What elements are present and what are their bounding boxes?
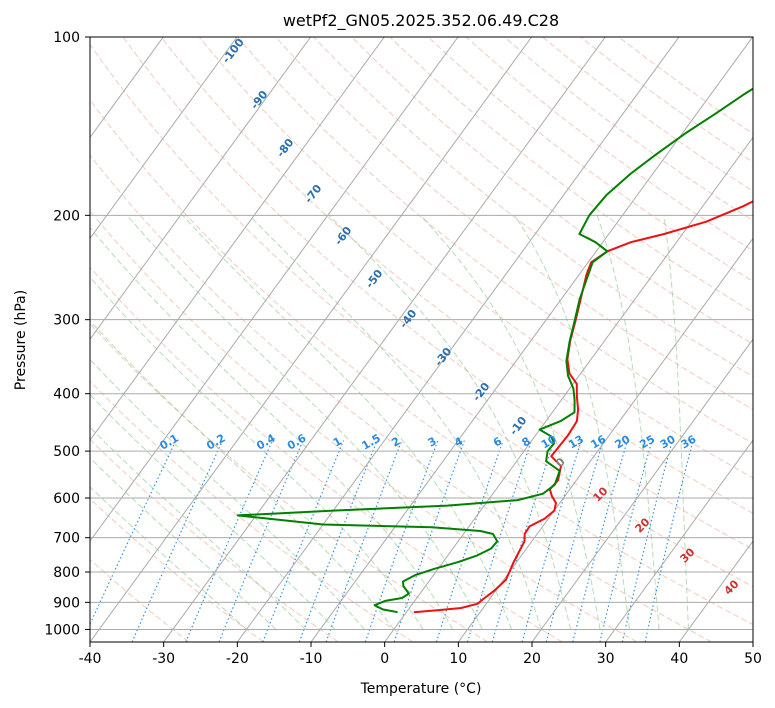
dry-adiabat-line <box>90 322 488 642</box>
profile-series <box>236 87 753 614</box>
mixing-ratio-line <box>185 440 273 642</box>
moist-adiabat-line <box>90 486 247 630</box>
isotherm-line <box>90 37 312 341</box>
y-tick-label: 600 <box>53 491 80 507</box>
x-tick-label: 50 <box>744 651 762 667</box>
y-tick-label: 100 <box>53 30 80 46</box>
x-tick-label: 40 <box>670 651 688 667</box>
mixing-ratio-line <box>466 440 532 642</box>
moist-adiabat-line <box>90 457 277 630</box>
isotherm-line <box>605 439 753 642</box>
plot-frame <box>89 36 754 643</box>
x-tick-label: 10 <box>449 651 467 667</box>
x-tick-label: -40 <box>79 651 102 667</box>
mixing-ratio-line <box>572 440 628 642</box>
moist-adiabat-line <box>420 214 601 630</box>
mixing-ratio-line <box>364 440 439 642</box>
dry-adiabat-line <box>90 558 190 642</box>
y-tick-label: 500 <box>53 444 80 460</box>
dry-adiabat-line <box>389 37 753 313</box>
y-axis-label: Pressure (hPa) <box>13 290 29 390</box>
mixing-ratio-line <box>521 440 582 642</box>
y-tick-label: 800 <box>53 565 80 581</box>
isotherm-line <box>90 37 533 642</box>
isotherm-line <box>236 37 680 642</box>
isotherm-line <box>163 37 606 642</box>
mixing-ratio-line <box>491 440 555 642</box>
mixing-ratio-line <box>621 440 673 642</box>
y-tick-label: 700 <box>53 531 80 547</box>
dry-adiabat-line <box>313 37 753 378</box>
dry-adiabat-line <box>90 266 563 642</box>
isotherm-line <box>90 37 238 240</box>
chart-title: wetPf2_GN05.2025.352.06.49.C28 <box>283 11 559 31</box>
x-tick-label: 20 <box>523 651 541 667</box>
isotherm-line <box>90 37 459 542</box>
moist-adiabat-line <box>248 214 542 630</box>
mixing-ratio-line <box>325 440 403 642</box>
y-tick-label: 900 <box>53 595 80 611</box>
mixing-ratio-line <box>218 440 304 642</box>
mixing-ratio-line <box>545 440 604 642</box>
dry-adiabat-line <box>122 37 753 551</box>
mixing-ratio-line <box>131 440 224 642</box>
dry-adiabat-line <box>90 98 753 626</box>
y-axis: 100 200 300 400 500 600 700 800 900 1000 <box>44 30 90 638</box>
y-tick-label: 400 <box>53 387 80 403</box>
mixing-ratio-line <box>644 440 694 642</box>
x-tick-label: 30 <box>597 651 615 667</box>
y-tick-label: 1000 <box>44 622 80 638</box>
x-tick-label: -30 <box>152 651 175 667</box>
dry-adiabat-line <box>237 37 753 444</box>
moist-adiabat-line <box>514 215 631 630</box>
mixing-ratio-line <box>599 440 653 642</box>
dry-adiabat-line <box>198 37 753 479</box>
x-axis: -40 -30 -20 -10 0 10 20 30 40 50 <box>79 642 762 667</box>
x-tick-label: 0 <box>380 651 389 667</box>
moist-adiabat-line <box>90 319 395 630</box>
x-axis-label: Temperature (°C) <box>360 681 482 697</box>
dry-adiabat-line <box>90 154 712 642</box>
background-lines <box>90 37 753 642</box>
dry-adiabat-line <box>90 380 414 642</box>
isotherm-line <box>457 237 753 642</box>
x-tick-label: -10 <box>300 651 323 667</box>
isotherm-line <box>90 37 385 442</box>
y-tick-label: 300 <box>53 313 80 329</box>
y-tick-label: 200 <box>53 208 80 224</box>
x-tick-label: -20 <box>226 651 249 667</box>
dry-adiabat-line <box>90 43 753 588</box>
temperature-line <box>413 200 753 614</box>
dry-adiabat-line <box>90 210 638 642</box>
dewpoint-line <box>236 87 753 614</box>
